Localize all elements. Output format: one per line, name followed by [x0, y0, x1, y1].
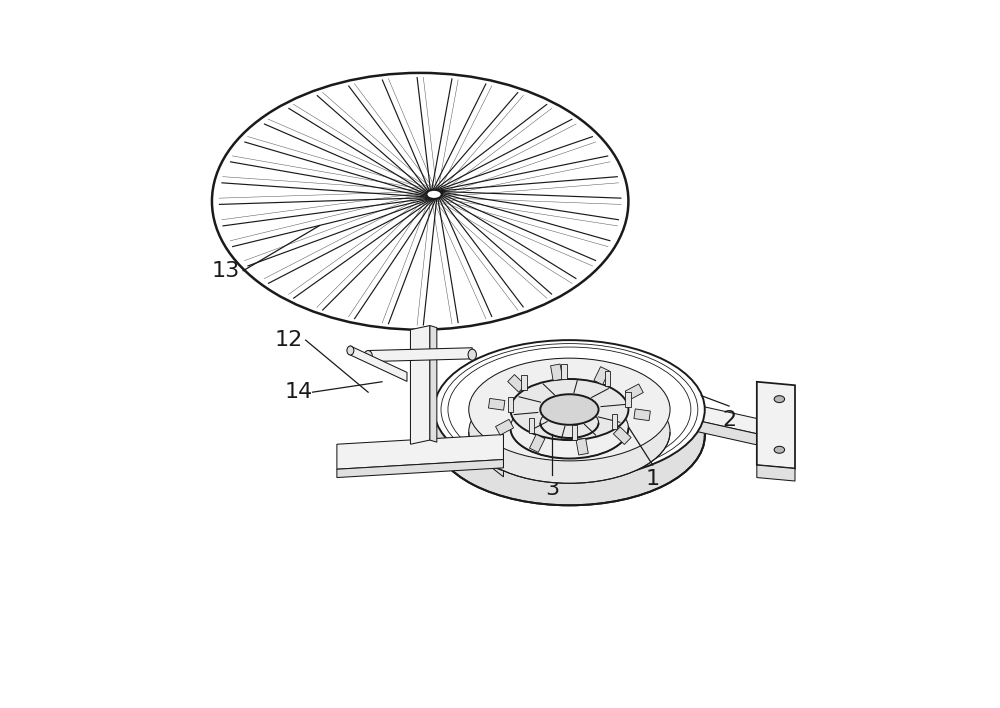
- FancyBboxPatch shape: [508, 397, 513, 412]
- Ellipse shape: [540, 394, 599, 425]
- Ellipse shape: [212, 73, 628, 330]
- Ellipse shape: [347, 346, 354, 355]
- Text: 13: 13: [212, 261, 240, 280]
- Polygon shape: [430, 326, 437, 442]
- Polygon shape: [410, 326, 430, 444]
- Polygon shape: [488, 399, 505, 410]
- Ellipse shape: [774, 446, 785, 453]
- Ellipse shape: [364, 350, 372, 362]
- Polygon shape: [551, 364, 563, 381]
- Polygon shape: [613, 427, 631, 445]
- FancyBboxPatch shape: [529, 418, 534, 433]
- Ellipse shape: [774, 396, 785, 403]
- FancyBboxPatch shape: [521, 375, 527, 390]
- Ellipse shape: [434, 340, 705, 479]
- Polygon shape: [757, 382, 795, 469]
- Polygon shape: [368, 348, 472, 362]
- Ellipse shape: [434, 367, 705, 506]
- Ellipse shape: [469, 358, 670, 461]
- Polygon shape: [594, 367, 609, 384]
- Polygon shape: [496, 419, 514, 435]
- Ellipse shape: [426, 190, 442, 199]
- Polygon shape: [337, 459, 503, 478]
- Polygon shape: [576, 438, 588, 455]
- Polygon shape: [625, 384, 643, 400]
- Ellipse shape: [469, 381, 670, 484]
- FancyBboxPatch shape: [561, 364, 567, 379]
- Polygon shape: [448, 409, 503, 467]
- Polygon shape: [508, 375, 525, 392]
- Polygon shape: [698, 406, 760, 435]
- Polygon shape: [530, 435, 545, 452]
- Text: 1: 1: [646, 469, 660, 489]
- Text: 12: 12: [274, 330, 303, 350]
- Ellipse shape: [510, 379, 628, 440]
- FancyBboxPatch shape: [605, 371, 610, 386]
- FancyBboxPatch shape: [625, 392, 631, 407]
- Polygon shape: [634, 409, 650, 421]
- Polygon shape: [698, 421, 760, 445]
- Polygon shape: [448, 423, 503, 477]
- Polygon shape: [757, 465, 795, 481]
- Polygon shape: [350, 346, 407, 382]
- FancyBboxPatch shape: [572, 425, 577, 440]
- Polygon shape: [337, 435, 503, 469]
- FancyBboxPatch shape: [612, 414, 617, 429]
- Ellipse shape: [468, 349, 476, 360]
- Text: 14: 14: [285, 382, 313, 402]
- Text: 3: 3: [545, 479, 559, 499]
- Text: 2: 2: [722, 410, 736, 430]
